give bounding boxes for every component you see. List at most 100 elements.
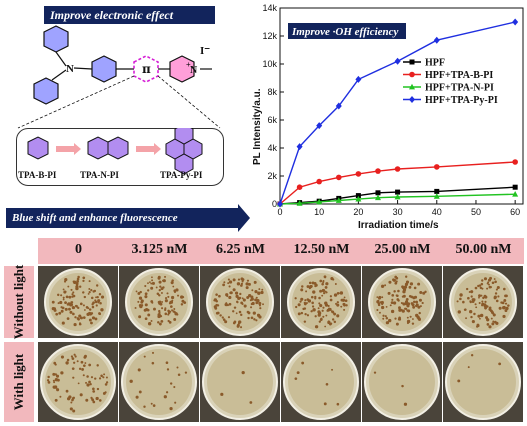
bacterial-colony: [493, 278, 496, 280]
bacterial-colony: [503, 299, 507, 302]
bacterial-colony: [72, 409, 76, 413]
bacterial-colony: [311, 305, 315, 308]
bacterial-colony: [64, 301, 67, 305]
bacterial-colony: [333, 320, 337, 324]
bacterial-colony: [64, 290, 67, 293]
bacterial-colony: [314, 284, 317, 288]
bacterial-colony: [172, 285, 175, 288]
bacterial-colony: [324, 276, 327, 279]
bacterial-colony: [79, 302, 83, 306]
bacterial-colony: [52, 372, 56, 376]
y-tick-label: 12k: [262, 31, 277, 41]
bacterial-colony: [67, 285, 70, 288]
bacterial-colony: [71, 293, 74, 296]
bacterial-colony: [215, 303, 219, 307]
bacterial-colony: [82, 291, 85, 294]
bacterial-colony: [240, 284, 243, 287]
plate-without-light: [119, 266, 199, 338]
bacterial-colony: [474, 286, 478, 290]
bacterial-colony: [137, 292, 141, 295]
bacterial-colony: [318, 296, 321, 300]
bacterial-colony: [147, 289, 150, 292]
legend-entry: HPF+TPA-N-PI: [425, 83, 494, 94]
bacterial-colony: [88, 380, 91, 384]
bacterial-colony: [76, 317, 80, 320]
bacterial-colony: [164, 275, 167, 278]
bacterial-colony: [241, 302, 244, 306]
plot-area: [279, 7, 524, 205]
bacterial-colony: [343, 296, 346, 299]
bacterial-colony: [406, 304, 410, 308]
bacterial-colony: [305, 290, 308, 293]
plate-without-light: [200, 266, 280, 338]
bacterial-colony: [481, 300, 484, 303]
bacterial-colony: [473, 298, 476, 301]
bacterial-colony: [100, 308, 104, 312]
pl-intensity-chart: 0 10 20 30 40 50 60 0 2k 4k 6k 8k 10k 12k 14k Improve …: [252, 3, 524, 231]
legend-entry: HPF+TPA-B-PI: [425, 70, 493, 81]
bacterial-colony: [226, 295, 229, 298]
bacterial-colony: [92, 390, 96, 393]
bacterial-colony: [90, 312, 94, 315]
bacterial-colony: [388, 280, 392, 284]
bacterial-colony: [414, 295, 418, 299]
bacterial-colony: [88, 363, 92, 367]
bacterial-colony: [258, 301, 262, 305]
bacterial-colony: [213, 299, 216, 302]
bacterial-colony: [88, 287, 91, 290]
n-plus-label: N: [190, 65, 198, 76]
bacterial-colony: [228, 302, 232, 306]
bacterial-colony: [90, 321, 93, 325]
bacterial-colony: [219, 314, 222, 317]
bacterial-colony: [397, 289, 400, 293]
bacterial-colony: [241, 370, 245, 375]
bacterial-colony: [495, 288, 498, 291]
bacterial-colony: [76, 360, 79, 363]
bacterial-colony: [144, 284, 147, 288]
plate-without-light: [362, 266, 442, 338]
bacterial-colony: [398, 306, 401, 310]
bacterial-colony: [82, 279, 85, 282]
bacterial-colony: [164, 299, 168, 303]
bacterial-colony: [304, 299, 307, 302]
bacterial-colony: [304, 313, 307, 316]
bacterial-colony: [456, 300, 459, 303]
bacterial-colony: [483, 303, 487, 307]
bacterial-colony: [392, 278, 395, 282]
bacterial-colony: [69, 407, 73, 411]
bacterial-colony: [390, 301, 394, 305]
bacterial-colony: [235, 312, 238, 315]
bacterial-colony: [236, 301, 239, 304]
blue-shift-banner: Blue shift and enhance fluorescence: [6, 208, 238, 228]
bacterial-colony: [409, 282, 414, 286]
bacterial-colony: [471, 299, 475, 303]
bacterial-colony: [317, 307, 320, 310]
bacterial-colony: [237, 296, 241, 301]
bacterial-colony: [483, 277, 488, 281]
bacterial-colony: [297, 312, 301, 316]
bacterial-colony: [71, 367, 75, 371]
bacterial-colony: [144, 303, 148, 307]
bacterial-colony: [331, 368, 334, 371]
bacterial-colony: [457, 379, 461, 383]
data-point-2: [316, 198, 323, 205]
y-tick-label: 2k: [267, 171, 277, 181]
bacterial-colony: [138, 303, 142, 307]
bacterial-colony: [135, 395, 139, 399]
bacterial-colony: [85, 398, 89, 402]
bacterial-colony: [160, 319, 164, 323]
tpa-nitrogen-label: N: [66, 63, 74, 75]
bacterial-colony: [324, 286, 328, 289]
bacterial-colony: [320, 317, 323, 320]
bacterial-colony: [88, 291, 91, 294]
bacterial-colony: [158, 280, 162, 284]
bacterial-colony: [144, 295, 148, 299]
bacterial-colony: [336, 301, 339, 304]
bacterial-colony: [148, 281, 151, 284]
bacterial-colony: [62, 296, 65, 299]
bacterial-colony: [506, 307, 509, 310]
bacterial-colony: [95, 304, 98, 307]
bacterial-colony: [406, 316, 409, 319]
bacterial-colony: [382, 314, 385, 317]
bacterial-colony: [173, 289, 177, 293]
